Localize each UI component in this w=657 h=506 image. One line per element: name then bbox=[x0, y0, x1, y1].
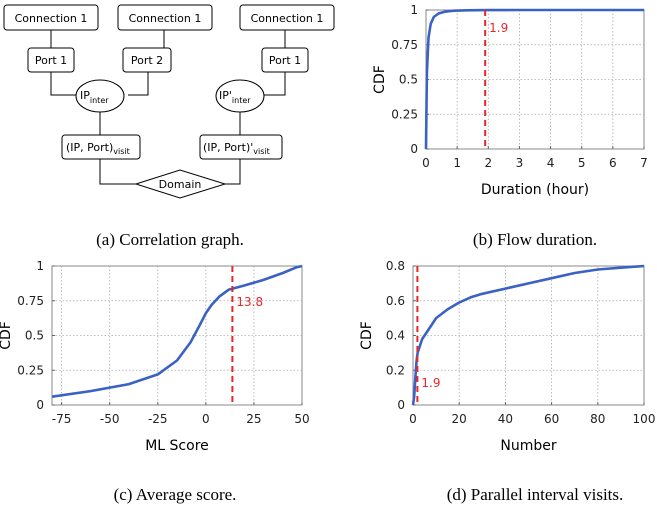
x-tick-label: 0 bbox=[202, 412, 210, 426]
y-tick-label: 1 bbox=[36, 259, 44, 273]
connection-label: Connection 1 bbox=[15, 12, 88, 25]
cdf-line bbox=[51, 264, 303, 398]
edge-visitprime-domain bbox=[225, 158, 241, 185]
caption: (c) Average score. bbox=[114, 485, 237, 504]
x-tick-label: 2 bbox=[484, 156, 492, 170]
connection-node: Connection 1 bbox=[117, 4, 213, 31]
y-tick-label: 0.75 bbox=[391, 38, 418, 52]
caption: (d) Parallel interval visits. bbox=[447, 485, 624, 504]
edge-port2-ip bbox=[128, 72, 149, 96]
x-tick-label: -75 bbox=[52, 412, 72, 426]
port-node: Port 1 bbox=[261, 47, 309, 73]
caption-a: (a) Correlation graph. bbox=[96, 230, 244, 249]
ip-inter-prime-label: IP'inter bbox=[219, 89, 251, 105]
y-tick-label: 0 bbox=[397, 398, 405, 412]
port-label: Port 1 bbox=[35, 54, 67, 67]
port-label: Port 2 bbox=[131, 54, 163, 67]
x-tick-label: 4 bbox=[547, 156, 555, 170]
visit-prime-label: (IP, Port)'visit bbox=[203, 141, 270, 156]
port-node: Port 2 bbox=[122, 47, 172, 73]
domain-node: Domain bbox=[134, 169, 227, 199]
y-tick-label: 0.2 bbox=[386, 363, 405, 377]
x-tick-label: 5 bbox=[578, 156, 586, 170]
threshold-marker-label: 1.9 bbox=[489, 21, 508, 35]
threshold-marker-label: 1.9 bbox=[421, 376, 440, 390]
port-label: Port 1 bbox=[269, 54, 301, 67]
y-tick-label: 0.25 bbox=[391, 107, 418, 121]
connection-label: Connection 1 bbox=[129, 12, 202, 25]
ip-inter-node: IPinter bbox=[75, 79, 125, 113]
connection-node: Connection 1 bbox=[3, 4, 99, 31]
y-tick-label: 0.8 bbox=[386, 259, 405, 273]
chart-parallel-visits: 0 20 40 60 80 100 0 0.2 0.4 0.6 0.8 Number CDF 1.9 (d)… bbox=[359, 259, 655, 504]
x-axis-label: Number bbox=[500, 438, 556, 454]
cdf-line bbox=[424, 8, 644, 150]
x-tick-label: 1 bbox=[453, 156, 461, 170]
x-tick-label: 40 bbox=[498, 412, 513, 426]
x-tick-label: -25 bbox=[148, 412, 168, 426]
port-node: Port 1 bbox=[27, 47, 75, 73]
x-tick-label: 6 bbox=[609, 156, 617, 170]
x-tick-label: -50 bbox=[100, 412, 120, 426]
y-axis-label: CDF bbox=[372, 65, 388, 94]
x-tick-label: 3 bbox=[516, 156, 524, 170]
x-tick-label: 80 bbox=[590, 412, 605, 426]
connection-node: Connection 1 bbox=[239, 4, 335, 31]
x-tick-label: 100 bbox=[633, 412, 656, 426]
x-tick-label: 25 bbox=[246, 412, 261, 426]
visit-node: (IP, Port)visit bbox=[61, 134, 141, 160]
visit-label: (IP, Port)visit bbox=[66, 141, 130, 156]
ip-inter-label: IPinter bbox=[80, 89, 109, 105]
chart-flow-duration: 0 1 2 3 4 5 6 7 0 0.25 0.5 0.75 1 Duration (hour) CDF 1… bbox=[372, 3, 648, 249]
x-tick-label: 60 bbox=[544, 412, 559, 426]
x-tick-label: 20 bbox=[452, 412, 467, 426]
y-axis-label: CDF bbox=[0, 321, 14, 350]
x-tick-label: 50 bbox=[294, 412, 309, 426]
correlation-graph: Connection 1 Connection 1 Connection 1 P… bbox=[3, 4, 335, 249]
y-tick-label: 0.5 bbox=[25, 329, 44, 343]
x-axis-label: ML Score bbox=[145, 438, 209, 454]
threshold-marker-label: 13.8 bbox=[236, 295, 263, 309]
x-tick-label: 7 bbox=[640, 156, 648, 170]
y-axis-label: CDF bbox=[359, 321, 375, 350]
domain-label: Domain bbox=[159, 178, 202, 191]
y-tick-label: 0.6 bbox=[386, 294, 405, 308]
x-axis-label: Duration (hour) bbox=[481, 182, 589, 198]
y-tick-label: 0.25 bbox=[17, 363, 44, 377]
x-tick-label: 0 bbox=[409, 412, 417, 426]
y-tick-label: 0.5 bbox=[399, 73, 418, 87]
y-tick-label: 0 bbox=[410, 142, 418, 156]
y-tick-label: 0 bbox=[36, 398, 44, 412]
edge-visit-domain bbox=[99, 158, 136, 185]
chart-average-score: -75 -50 -25 0 25 50 0 0.25 0.5 0.75 1 ML Score CDF 13… bbox=[0, 259, 310, 504]
y-tick-label: 0.75 bbox=[17, 294, 44, 308]
y-tick-label: 1 bbox=[410, 3, 418, 17]
x-tick-label: 0 bbox=[422, 156, 430, 170]
caption: (b) Flow duration. bbox=[473, 230, 597, 249]
ip-inter-prime-node: IP'inter bbox=[215, 79, 265, 113]
plot-frame bbox=[51, 265, 303, 406]
y-tick-label: 0.4 bbox=[386, 329, 405, 343]
connection-label: Connection 1 bbox=[251, 12, 324, 25]
visit-prime-node: (IP, Port)'visit bbox=[199, 134, 283, 160]
